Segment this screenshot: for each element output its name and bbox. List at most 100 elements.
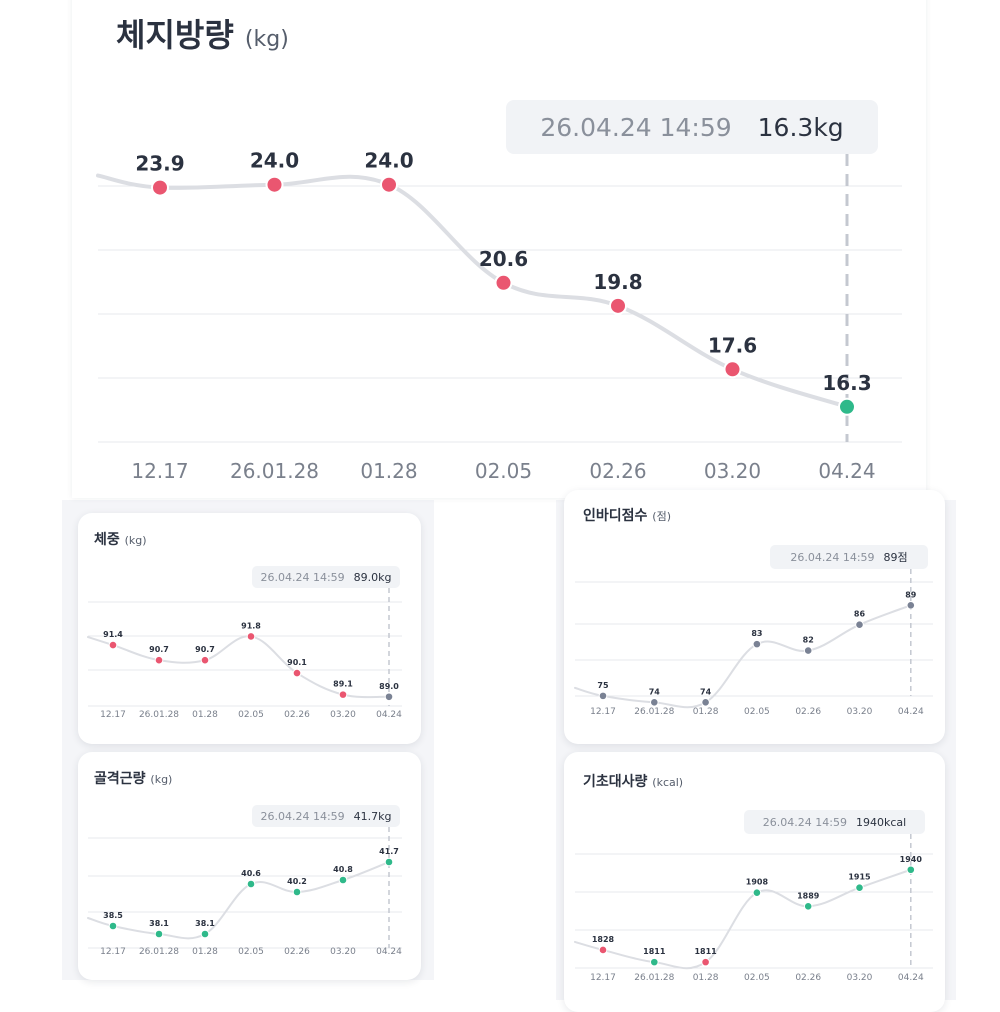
x-tick-label: 02.05 xyxy=(744,707,770,717)
x-tick-label: 04.24 xyxy=(376,947,402,957)
chart-tooltip: 26.04.24 14:59 1940kcal xyxy=(744,810,925,834)
x-tick-label: 01.28 xyxy=(693,707,719,717)
x-tick-label: 26.01.28 xyxy=(634,973,674,983)
data-point xyxy=(723,360,742,379)
data-label: 1828 xyxy=(592,935,615,944)
tooltip-value: 41.7kg xyxy=(353,809,392,823)
x-tick-label: 26.01.28 xyxy=(139,947,179,957)
data-point xyxy=(598,691,608,701)
data-point xyxy=(246,632,256,641)
chart-unit: (kg) xyxy=(244,27,289,52)
chart-tooltip: 26.04.24 14:59 89.0kg xyxy=(252,566,400,588)
x-tick-label: 01.28 xyxy=(693,973,719,983)
data-label: 24.0 xyxy=(250,149,299,173)
data-label: 16.3 xyxy=(822,371,871,395)
data-point xyxy=(108,640,118,650)
x-tick-label: 12.17 xyxy=(100,710,126,720)
data-point xyxy=(701,698,710,707)
skeletal-muscle-chart: 38.5 12.17 38.1 26.01.28 38.1 01.28 40.6 02.05 4… xyxy=(87,827,402,957)
data-label: 38.1 xyxy=(195,919,215,928)
data-label: 89.1 xyxy=(333,680,353,689)
skeletal-muscle-card: 골격근량 (kg) 26.04.24 14:59 41.7kg 38.5 12.1… xyxy=(78,752,421,980)
data-label: 17.6 xyxy=(708,333,757,357)
chart-unit: (점) xyxy=(652,510,671,523)
x-tick-label: 02.26 xyxy=(284,947,310,957)
x-tick-label: 12.17 xyxy=(131,459,188,483)
tooltip-value: 1940kcal xyxy=(855,815,907,829)
x-tick-label: 02.05 xyxy=(475,459,532,483)
data-label: 20.6 xyxy=(479,247,528,271)
tooltip-date: 26.04.24 14:59 xyxy=(260,570,345,584)
data-point xyxy=(108,921,118,931)
data-label: 86 xyxy=(854,610,866,619)
data-label: 91.4 xyxy=(103,630,123,639)
data-label: 1908 xyxy=(746,878,769,887)
bmr-chart: 1828 12.17 1811 26.01.28 1811 01.28 1908 02.05 1… xyxy=(574,834,933,983)
data-label: 75 xyxy=(597,681,609,690)
chart-title: 체지방량 (kg) xyxy=(116,10,289,56)
tooltip-date: 26.04.24 14:59 xyxy=(790,550,875,564)
data-label: 90.7 xyxy=(195,645,215,654)
data-point xyxy=(494,273,513,292)
chart-tooltip: 26.04.24 14:59 41.7kg xyxy=(252,805,400,827)
data-label: 19.8 xyxy=(593,270,642,294)
data-point xyxy=(803,901,813,911)
x-tick-label: 01.28 xyxy=(192,710,218,720)
data-label: 23.9 xyxy=(135,152,184,176)
data-point xyxy=(246,879,256,889)
inbody-score-chart: 75 12.17 74 26.01.28 74 01.28 83 02.05 82 02.26 86… xyxy=(574,569,933,717)
data-label: 38.1 xyxy=(149,919,169,928)
x-tick-label: 03.20 xyxy=(847,707,873,717)
tooltip-date: 26.04.24 14:59 xyxy=(260,809,345,823)
tooltip-value: 16.3kg xyxy=(757,112,844,142)
data-point xyxy=(609,296,627,315)
chart-title: 체중 (kg) xyxy=(94,529,147,549)
data-point xyxy=(838,397,856,416)
data-point xyxy=(384,857,394,867)
data-label: 74 xyxy=(700,687,712,696)
data-point xyxy=(151,178,169,197)
x-tick-label: 04.24 xyxy=(898,973,924,983)
data-label: 40.6 xyxy=(241,869,261,878)
data-label: 24.0 xyxy=(364,149,413,173)
chart-title-text: 인바디점수 xyxy=(583,508,648,524)
x-tick-label: 26.01.28 xyxy=(230,459,319,483)
data-point xyxy=(154,655,164,665)
data-point xyxy=(338,875,348,885)
x-tick-label: 04.24 xyxy=(898,707,924,717)
data-point xyxy=(292,887,302,897)
x-tick-label: 12.17 xyxy=(590,973,616,983)
series-line xyxy=(574,868,912,970)
data-label: 90.7 xyxy=(149,645,169,654)
x-tick-label: 02.26 xyxy=(589,459,646,483)
x-tick-label: 26.01.28 xyxy=(139,710,179,720)
data-label: 1915 xyxy=(848,873,871,882)
chart-unit: (kg) xyxy=(150,773,173,786)
x-tick-label: 02.05 xyxy=(744,973,770,983)
chart-tooltip: 26.04.24 14:59 16.3kg xyxy=(506,100,878,154)
data-point xyxy=(906,600,916,610)
data-label: 1811 xyxy=(643,947,666,956)
tooltip-date: 26.04.24 14:59 xyxy=(762,815,847,829)
chart-unit: (kcal) xyxy=(652,776,684,789)
tooltip-value: 89점 xyxy=(883,551,908,564)
data-point xyxy=(598,945,608,955)
x-tick-label: 02.26 xyxy=(795,707,821,717)
data-point xyxy=(803,646,813,655)
data-point xyxy=(701,957,710,967)
x-tick-label: 12.17 xyxy=(590,707,616,717)
chart-tooltip: 26.04.24 14:59 89점 xyxy=(770,545,928,569)
bmr-card: 기초대사량 (kcal) 26.04.24 14:59 1940kcal 182… xyxy=(564,752,945,1012)
data-label: 41.7 xyxy=(379,847,399,856)
data-label: 82 xyxy=(803,636,814,645)
inbody-score-card: 인바디점수 (점) 26.04.24 14:59 89점 75 12.17 74 26… xyxy=(564,490,945,744)
series-line xyxy=(574,604,912,709)
x-tick-label: 03.20 xyxy=(704,459,761,483)
data-label: 1889 xyxy=(797,891,820,900)
data-label: 89.0 xyxy=(379,682,399,691)
chart-title: 기초대사량 (kcal) xyxy=(583,771,683,791)
x-tick-label: 02.05 xyxy=(238,710,264,720)
x-tick-label: 04.24 xyxy=(818,459,875,483)
tooltip-value: 89.0kg xyxy=(353,570,392,584)
weight-chart: 91.4 12.17 90.7 26.01.28 90.7 01.28 91.8 02.05 9… xyxy=(87,588,402,720)
